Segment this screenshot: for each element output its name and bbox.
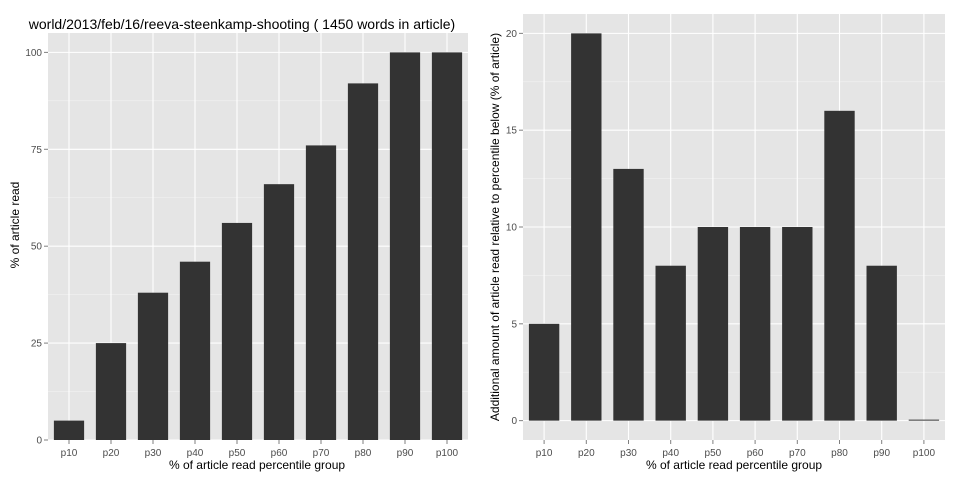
bar [697,227,729,421]
x-tick-label: p80 [831,448,848,459]
y-tick-label: 75 [31,145,43,156]
x-tick-label: p40 [187,448,204,459]
bar [571,33,602,421]
y-tick-label: 100 [25,48,42,59]
y-tick-label: 0 [511,416,517,427]
y-tick-label: 10 [506,223,518,234]
y-axis-title: Additional amount of article read relati… [488,33,502,421]
x-tick-label: p50 [229,448,246,459]
bar [613,168,644,421]
bar [137,292,169,440]
y-tick-label: 20 [506,29,518,40]
x-tick-label: p70 [313,448,330,459]
x-tick-label: p100 [913,448,936,459]
bar [305,145,337,440]
x-tick-label: p30 [620,448,637,459]
bar [655,265,686,421]
x-axis-title: % of article read percentile group [646,458,822,472]
bar [431,52,463,440]
x-tick-label: p30 [145,448,162,459]
x-tick-label: p10 [536,448,553,459]
x-tick-label: p60 [747,448,764,459]
bar [908,419,940,421]
right-chart: 0 5 10 15 20 p10 p20 p30 p40 p50 p60 p70 p80 p90 p100%… [488,14,945,472]
bar [389,52,421,440]
bar [824,110,855,421]
x-tick-label: p10 [61,448,78,459]
x-tick-label: p80 [355,448,372,459]
x-tick-label: p50 [705,448,722,459]
chart-title: world/2013/feb/16/reeva-steenkamp-shooti… [28,16,455,32]
x-tick-label: p70 [789,448,806,459]
x-tick-label: p60 [271,448,288,459]
y-tick-label: 50 [31,242,43,253]
bar [528,323,560,421]
x-tick-label: p20 [578,448,595,459]
y-tick-label: 0 [36,436,42,447]
bar [95,343,127,440]
bar [263,184,295,440]
x-tick-label: p20 [103,448,120,459]
y-axis-title: % of article read [8,182,22,269]
y-tick-label: 25 [31,339,43,350]
bar [179,261,211,440]
bar [221,222,253,440]
bar [739,227,771,421]
x-tick-label: p40 [662,448,679,459]
left-chart: 0 25 50 75 100 p10 p20 p30 p40 p50 p60 p70 p80 p90 p10… [8,16,468,472]
x-axis-title: % of article read percentile group [169,458,345,472]
bar [347,83,379,440]
y-tick-label: 15 [506,126,518,137]
x-tick-label: p90 [397,448,414,459]
bar [866,265,897,421]
bar [53,420,85,440]
x-tick-label: p90 [873,448,890,459]
bar [782,227,813,421]
y-tick-label: 5 [511,319,517,330]
x-tick-label: p100 [436,448,459,459]
